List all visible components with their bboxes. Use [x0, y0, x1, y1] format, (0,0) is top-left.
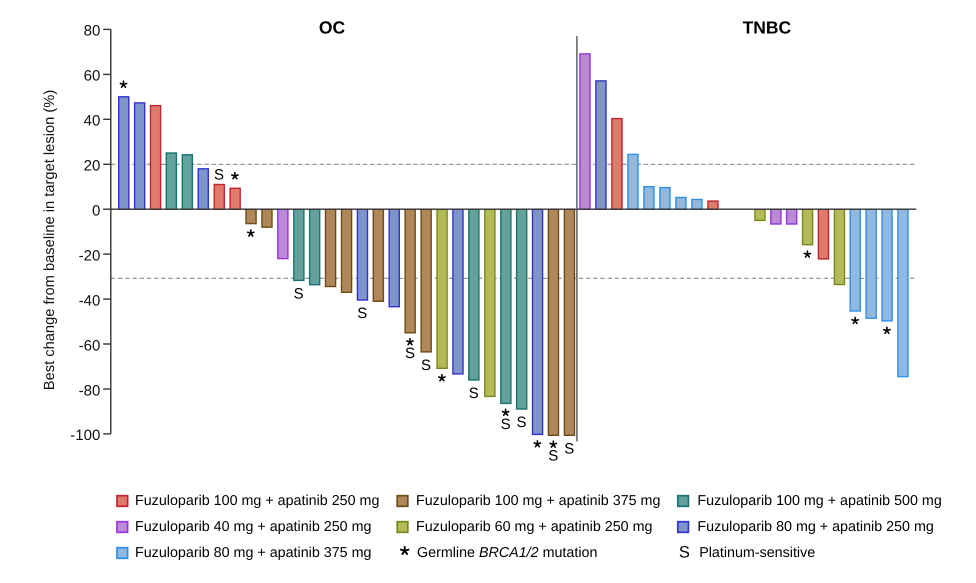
svg-text:Best change from baseline in t: Best change from baseline in target lesi… — [42, 90, 58, 390]
svg-text:S: S — [469, 385, 479, 402]
svg-text:Fuzuloparib 100 mg + apatinib: Fuzuloparib 100 mg + apatinib 250 mg — [135, 493, 379, 509]
svg-text:-100: -100 — [70, 427, 100, 444]
svg-text:TNBC: TNBC — [743, 18, 792, 38]
svg-text:S: S — [405, 345, 415, 362]
svg-text:Fuzuloparib 80 mg + apatinib 2: Fuzuloparib 80 mg + apatinib 250 mg — [697, 519, 933, 535]
svg-text:S: S — [421, 357, 431, 374]
svg-text:40: 40 — [84, 113, 101, 130]
svg-text:Fuzuloparib 100 mg + apatinib: Fuzuloparib 100 mg + apatinib 500 mg — [697, 493, 941, 509]
svg-text:S: S — [357, 305, 367, 322]
svg-text:-80: -80 — [79, 382, 101, 399]
svg-text:Fuzuloparib 80 mg + apatinib 3: Fuzuloparib 80 mg + apatinib 375 mg — [135, 545, 371, 561]
svg-text:Fuzuloparib 100 mg + apatinib: Fuzuloparib 100 mg + apatinib 375 mg — [416, 493, 660, 509]
svg-text:OC: OC — [319, 18, 346, 38]
svg-text:Platinum-sensitive: Platinum-sensitive — [699, 545, 815, 561]
svg-text:80: 80 — [84, 23, 101, 40]
svg-text:Germline BRCA1/2 mutation: Germline BRCA1/2 mutation — [417, 545, 597, 561]
svg-text:60: 60 — [84, 68, 101, 85]
svg-text:-40: -40 — [79, 292, 101, 309]
svg-text:S: S — [548, 448, 558, 465]
svg-text:S: S — [214, 166, 224, 183]
svg-text:Fuzuloparib 40 mg + apatinib 2: Fuzuloparib 40 mg + apatinib 250 mg — [135, 519, 371, 535]
svg-text:S: S — [516, 414, 526, 431]
svg-text:-20: -20 — [79, 247, 101, 264]
svg-text:S: S — [294, 286, 304, 303]
svg-text:S: S — [501, 416, 511, 433]
svg-text:S: S — [564, 440, 574, 457]
svg-text:Fuzuloparib 60 mg + apatinib 2: Fuzuloparib 60 mg + apatinib 250 mg — [416, 519, 652, 535]
svg-text:0: 0 — [92, 203, 100, 220]
svg-text:20: 20 — [84, 158, 101, 175]
svg-text:-60: -60 — [79, 337, 101, 354]
svg-text:S: S — [679, 544, 690, 562]
